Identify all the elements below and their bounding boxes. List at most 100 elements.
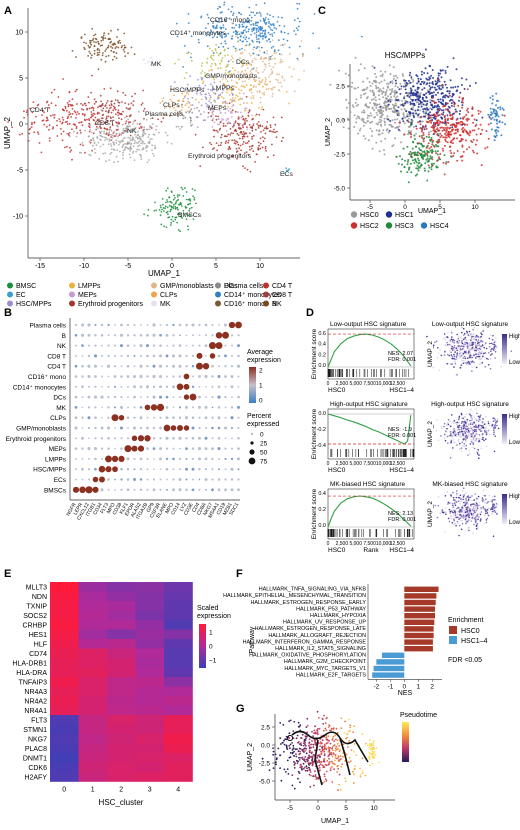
feature-point — [460, 417, 463, 419]
feature-point — [462, 433, 464, 435]
dot-mark — [211, 364, 214, 368]
cell-point — [255, 58, 257, 61]
cell-point — [444, 108, 447, 111]
dot-mark — [127, 385, 129, 388]
dot-mark — [165, 457, 169, 460]
cell-point — [108, 107, 111, 110]
feature-point — [477, 348, 479, 350]
cell-point — [127, 128, 130, 131]
cell-point — [89, 124, 92, 126]
feature-point — [437, 439, 440, 442]
cell-point — [280, 58, 282, 61]
cell-point — [439, 136, 442, 139]
cell-point — [135, 136, 137, 139]
cell-point — [240, 85, 243, 87]
feature-point — [480, 413, 482, 416]
cell-point — [424, 48, 427, 51]
cell-point — [303, 69, 305, 72]
dot-mark — [224, 416, 227, 419]
cell-point — [461, 106, 464, 109]
dot-mark — [211, 396, 214, 399]
cell-point — [234, 30, 237, 32]
cell-point — [235, 24, 238, 26]
cell-point — [57, 96, 60, 98]
cell-point — [243, 133, 245, 136]
cell-point — [190, 206, 193, 209]
cell-point — [455, 125, 458, 128]
cell-point — [431, 106, 434, 109]
cell-point — [71, 107, 74, 110]
cell-point — [409, 98, 412, 101]
cell-point — [106, 107, 108, 109]
cell-point — [414, 109, 417, 112]
cell-point — [233, 27, 236, 29]
pct-label: 75 — [260, 459, 268, 466]
dot-mark — [230, 488, 234, 492]
cell-point — [272, 87, 274, 89]
feature-point — [462, 490, 464, 492]
cell-point — [213, 81, 216, 84]
dot-mark — [185, 478, 188, 481]
cell-point — [231, 99, 234, 101]
cell-point — [155, 209, 158, 212]
cell-point — [474, 82, 477, 84]
cell-point — [132, 145, 135, 148]
dot-mark — [172, 478, 175, 481]
cell-point — [113, 149, 116, 152]
cell-point — [382, 96, 385, 99]
cell-point — [416, 82, 419, 85]
feature-point — [488, 346, 491, 348]
dot-mark — [118, 414, 125, 421]
feature-point — [456, 349, 458, 352]
cell-point — [90, 56, 92, 59]
cell-point — [202, 82, 204, 85]
cell-point — [443, 144, 446, 147]
cell-point — [198, 110, 200, 112]
cell-point — [200, 65, 203, 67]
cell-point — [262, 129, 265, 132]
cell-point — [400, 87, 403, 90]
cell-point — [222, 45, 225, 48]
feature-point — [450, 341, 453, 343]
cell-point — [246, 20, 249, 23]
feature-point — [459, 336, 462, 339]
cell-point — [282, 38, 285, 41]
feature-point — [452, 497, 455, 499]
cell-point — [117, 109, 120, 112]
cell-point — [275, 136, 278, 139]
dot-mark — [74, 364, 78, 368]
cell-point — [263, 68, 266, 71]
cell-point — [113, 130, 116, 133]
cell-point — [152, 152, 154, 155]
cell-point — [184, 104, 187, 106]
feature-point — [485, 438, 487, 440]
cell-point — [92, 112, 95, 115]
cell-point — [262, 19, 265, 21]
feature-point — [472, 343, 474, 345]
cell-point — [417, 77, 420, 80]
feature-point — [458, 355, 461, 357]
cell-point — [230, 132, 233, 134]
cell-point — [184, 206, 187, 209]
cell-point — [485, 130, 488, 133]
dot-mark — [79, 486, 86, 494]
cluster-label: Erythroid progenitors — [188, 153, 252, 160]
cell-point — [216, 149, 219, 152]
cell-point — [31, 111, 34, 114]
cell-point — [251, 61, 253, 63]
cell-point — [80, 102, 82, 105]
cell-point — [242, 36, 245, 39]
cell-point — [111, 47, 114, 49]
dot-mark — [208, 342, 217, 350]
cell-point — [224, 125, 227, 127]
cell-point — [237, 134, 240, 137]
cell-point — [265, 83, 267, 86]
feature-point — [468, 453, 471, 455]
feature-point — [471, 366, 473, 369]
cell-point — [127, 136, 130, 139]
cell-point — [52, 126, 55, 129]
feature-point — [495, 422, 497, 424]
feature-point — [445, 430, 447, 433]
cell-point — [244, 38, 247, 40]
cell-point — [444, 83, 447, 86]
